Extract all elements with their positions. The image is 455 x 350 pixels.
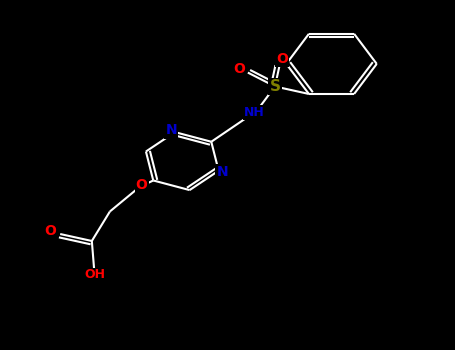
Text: O: O <box>136 178 147 192</box>
Text: O: O <box>44 224 56 238</box>
Text: O: O <box>276 52 288 66</box>
Text: NH: NH <box>244 106 265 119</box>
Text: OH: OH <box>85 268 106 281</box>
Text: N: N <box>166 124 177 138</box>
Text: O: O <box>233 62 245 76</box>
Text: S: S <box>269 79 280 94</box>
Text: N: N <box>217 166 228 180</box>
